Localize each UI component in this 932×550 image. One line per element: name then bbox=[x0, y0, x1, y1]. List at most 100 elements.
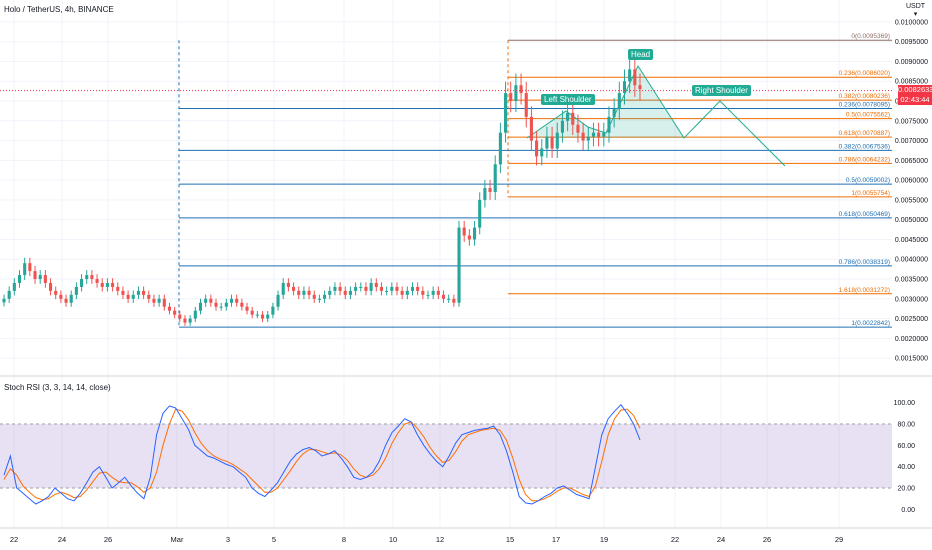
price-tick: 0.0085000 bbox=[895, 79, 928, 86]
candle-body bbox=[410, 286, 415, 291]
candle-body bbox=[607, 116, 611, 133]
candle-body bbox=[581, 132, 585, 141]
price-tick: 0.0035000 bbox=[895, 277, 928, 284]
candle-body bbox=[488, 188, 492, 192]
candle-body bbox=[550, 136, 554, 149]
candle-body bbox=[628, 69, 632, 82]
candle-body bbox=[136, 290, 140, 295]
candle-body bbox=[121, 290, 125, 295]
right-shoulder-label: Right Shoulder bbox=[692, 85, 751, 96]
price-tick: 0.0050000 bbox=[895, 217, 928, 224]
candle-body bbox=[43, 275, 47, 283]
candle-body bbox=[131, 294, 135, 299]
candle-body bbox=[219, 306, 223, 308]
candle-body bbox=[12, 282, 16, 291]
candle-body bbox=[493, 164, 497, 192]
candle-body bbox=[183, 318, 187, 323]
price-tick: 0.0040000 bbox=[895, 257, 928, 264]
time-tick: 24 bbox=[717, 535, 725, 544]
candle-body bbox=[504, 93, 508, 133]
price-tick: 0.0015000 bbox=[895, 356, 928, 363]
time-tick: 17 bbox=[552, 535, 560, 544]
candle-body bbox=[638, 85, 642, 90]
candle-body bbox=[348, 290, 352, 295]
candle-body bbox=[54, 290, 58, 295]
candle-body bbox=[431, 290, 435, 295]
candle-body bbox=[519, 85, 523, 94]
fib-levels: 0(0.0095369) 0.236(0.0086020) 0.382(0.0080… bbox=[178, 33, 892, 328]
fib-label: 0.236(0.0078095) bbox=[839, 102, 890, 109]
candle-body bbox=[338, 286, 342, 291]
candle-body bbox=[514, 85, 518, 102]
candle-body bbox=[245, 306, 249, 311]
fib-label: 0.5(0.0059002) bbox=[846, 177, 890, 184]
candle-body bbox=[188, 318, 192, 323]
candle-body bbox=[555, 132, 559, 149]
unit-label: USDT bbox=[906, 3, 926, 10]
time-tick: 24 bbox=[58, 535, 66, 544]
candle-body bbox=[400, 290, 404, 295]
chevron-down-icon: ▾ bbox=[913, 11, 918, 18]
candle-body bbox=[524, 93, 528, 117]
candle-body bbox=[28, 263, 32, 272]
price-tick: 0.0065000 bbox=[895, 158, 928, 165]
candle-body bbox=[529, 116, 533, 141]
current-price: 0.0082633 bbox=[898, 85, 932, 94]
price-tick: 0.0075000 bbox=[895, 118, 928, 125]
stoch-tick: 40.00 bbox=[897, 464, 915, 471]
candle-body bbox=[59, 294, 63, 299]
candle-body bbox=[38, 275, 42, 280]
candle-body bbox=[571, 112, 575, 125]
candle-body bbox=[48, 282, 53, 291]
fib-label: 0.618(0.0050469) bbox=[839, 211, 890, 218]
candle-body bbox=[167, 306, 172, 311]
candle-body bbox=[540, 148, 544, 157]
candle-body bbox=[509, 93, 513, 102]
candle-body bbox=[297, 290, 301, 295]
price-tick: 0.0070000 bbox=[895, 138, 928, 145]
candle-body bbox=[385, 290, 389, 292]
candle-body bbox=[271, 306, 275, 315]
candle-body bbox=[178, 314, 182, 319]
price-tick: 0.0090000 bbox=[895, 59, 928, 66]
bar-countdown: 02:43:44 bbox=[900, 95, 930, 104]
candle-body bbox=[612, 108, 616, 117]
fib-label: 0.786(0.0038319) bbox=[839, 259, 890, 266]
stoch-tick: 20.00 bbox=[897, 486, 915, 493]
stoch-tick: 0.00 bbox=[901, 507, 915, 514]
candle-body bbox=[90, 275, 94, 280]
candle-body bbox=[152, 298, 156, 303]
candle-body bbox=[359, 286, 363, 288]
left-shoulder-label: Left Shoulder bbox=[541, 94, 595, 105]
fib-label: 0.382(0.0067536) bbox=[839, 143, 890, 150]
candle-body bbox=[224, 302, 228, 307]
candle-body bbox=[214, 302, 218, 307]
candle-body bbox=[266, 314, 270, 319]
candle-body bbox=[566, 112, 570, 121]
candle-body bbox=[602, 132, 606, 137]
candle-body bbox=[126, 294, 130, 299]
fib-label: 0.5(0.0075562) bbox=[846, 112, 890, 119]
candle-body bbox=[157, 298, 161, 303]
candle-body bbox=[343, 290, 347, 295]
candle-body bbox=[374, 282, 378, 287]
candle-body bbox=[498, 132, 502, 165]
candle-body bbox=[426, 294, 430, 296]
time-tick: 5 bbox=[272, 535, 276, 544]
candles bbox=[2, 57, 642, 326]
time-tick: 19 bbox=[600, 535, 608, 544]
candle-body bbox=[576, 124, 580, 133]
candle-body bbox=[317, 298, 321, 300]
indicator-title: Stoch RSI (3, 3, 14, 14, close) bbox=[4, 383, 111, 392]
price-tick: 0.0045000 bbox=[895, 237, 928, 244]
candle-body bbox=[560, 120, 564, 133]
candle-body bbox=[390, 286, 394, 291]
candle-body bbox=[405, 290, 409, 295]
candle-body bbox=[111, 282, 115, 287]
candle-body bbox=[2, 298, 6, 303]
candle-body bbox=[354, 286, 358, 291]
stoch-d-line bbox=[3, 408, 641, 502]
stoch-rsi-panel bbox=[0, 404, 892, 505]
price-unit[interactable]: USDT ▾ bbox=[906, 3, 925, 19]
price-tick: 0.0060000 bbox=[895, 178, 928, 185]
